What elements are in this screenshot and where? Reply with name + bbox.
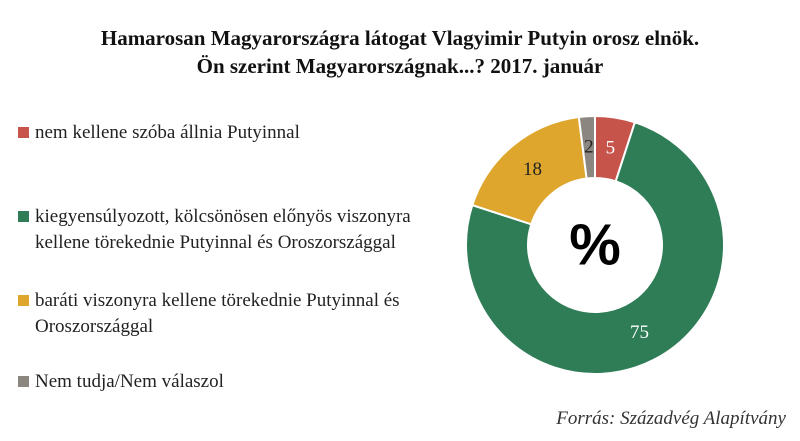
legend-label-no-talks: nem kellene szóba állnia Putyinnal — [35, 122, 300, 143]
legend-swatch-friendly — [18, 295, 29, 306]
legend-label-balanced: kiegyensúlyozott, kölcsönösen előnyös vi… — [35, 206, 411, 253]
legend-label-friendly: baráti viszonyra kellene törekednie Puty… — [35, 290, 400, 337]
donut-label-friendly: 18 — [523, 159, 542, 180]
donut-slice-balanced — [465, 121, 725, 375]
chart-title-line1: Hamarosan Magyarországra látogat Vlagyim… — [100, 26, 700, 50]
source-note: Forrás: Századvég Alapítvány — [556, 408, 786, 429]
donut-label-dont-know: 2 — [584, 137, 594, 158]
legend-swatch-no-talks — [18, 127, 29, 138]
legend-label-dont-know: Nem tudja/Nem válaszol — [35, 371, 224, 392]
donut-label-no-talks: 5 — [606, 138, 616, 159]
donut-slice-dont-know — [577, 114, 596, 180]
chart-title-line2: Ön szerint Magyarországnak...? 2017. jan… — [196, 54, 604, 78]
donut-label-balanced: 75 — [630, 322, 649, 343]
donut-chart-svg: 5 75 18 2% — [465, 114, 725, 375]
legend-swatch-balanced — [18, 211, 29, 222]
donut-chart: 5 75 18 2% — [440, 100, 760, 390]
donut-center-label: % — [569, 213, 621, 278]
legend-swatch-dont-know — [18, 376, 29, 387]
chart-title: Hamarosan Magyarországra látogat Vlagyim… — [0, 24, 800, 80]
